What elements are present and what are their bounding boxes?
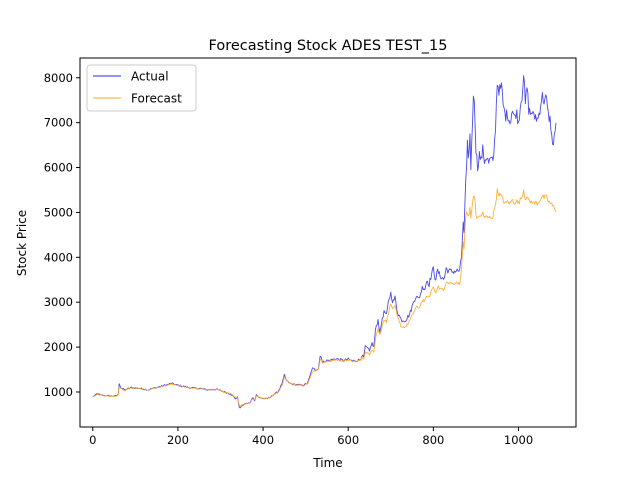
series-line-actual	[92, 75, 557, 409]
y-tick-label: 8000	[44, 71, 73, 85]
x-axis-label: Time	[312, 456, 342, 470]
plot-frame	[79, 57, 577, 428]
x-tick-label: 1000	[504, 433, 533, 447]
legend: Actual Forecast	[86, 64, 197, 112]
x-tick-label: 200	[167, 433, 189, 447]
series-line-forecast	[92, 188, 557, 407]
x-tick-label: 0	[89, 433, 96, 447]
legend-label-actual: Actual	[131, 70, 169, 84]
x-tick-label: 600	[337, 433, 359, 447]
y-tick-label: 6000	[44, 161, 73, 175]
chart-title: Forecasting Stock ADES TEST_15	[209, 38, 448, 54]
y-tick-label: 2000	[44, 340, 73, 354]
y-tick-label: 3000	[44, 295, 73, 309]
y-tick-label: 1000	[44, 385, 73, 399]
y-axis-ticks: 1000 2000 3000 4000 5000 6000 7000 8000	[44, 71, 80, 399]
x-tick-label: 400	[252, 433, 274, 447]
y-tick-label: 4000	[44, 250, 73, 264]
y-tick-label: 7000	[44, 116, 73, 130]
y-tick-label: 5000	[44, 205, 73, 219]
series-layer	[92, 75, 557, 409]
y-axis-label: Stock Price	[15, 210, 29, 276]
x-axis-ticks: 0 200 400 600 800 1000	[89, 427, 533, 447]
x-tick-label: 800	[422, 433, 444, 447]
legend-label-forecast: Forecast	[131, 92, 182, 106]
